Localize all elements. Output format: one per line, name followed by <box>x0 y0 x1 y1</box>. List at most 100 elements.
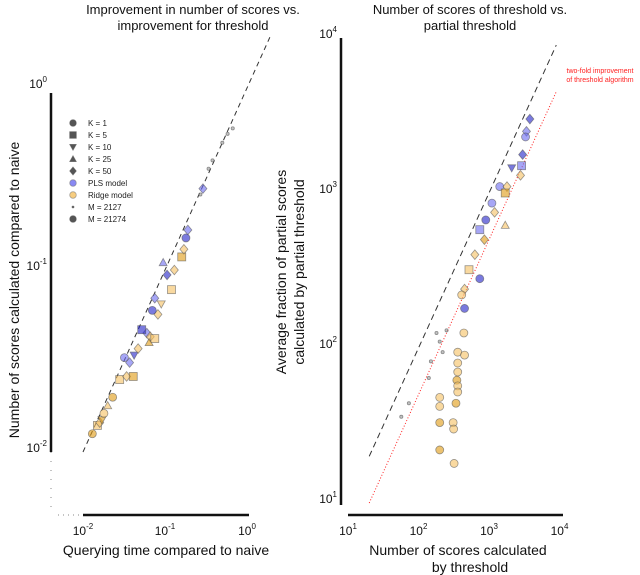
data-point <box>435 445 445 455</box>
tick-base: 10 <box>29 77 43 91</box>
data-point <box>517 161 526 171</box>
x-tick-label: 10-1 <box>155 522 176 538</box>
right-y-axis-label-line-1: Average fraction of partial scores <box>273 170 289 374</box>
data-point <box>147 305 157 315</box>
right-x-axis-label-line-2: by threshold <box>432 559 508 575</box>
tick-exponent: 1 <box>352 522 357 531</box>
data-point <box>137 325 147 335</box>
legend-marker <box>71 205 75 209</box>
data-point <box>169 264 179 276</box>
left-title-line-2: improvement for threshold <box>117 18 268 33</box>
right-x-axis-label-line-1: Number of scores calculated <box>369 542 546 558</box>
tick-base: 10 <box>480 524 494 538</box>
data-point <box>500 220 510 229</box>
identity-dashed-line <box>368 44 557 457</box>
data-point <box>451 398 461 408</box>
data-point <box>206 166 211 171</box>
tick-base: 10 <box>319 337 333 351</box>
twofold-annotation-line-2: of threshold algorithm <box>566 77 633 84</box>
tick-exponent: -2 <box>86 522 94 531</box>
data-point <box>399 414 404 419</box>
data-point <box>133 343 143 355</box>
data-point <box>128 372 138 381</box>
legend-label: PLS model <box>88 179 127 188</box>
data-point <box>459 328 469 338</box>
data-point <box>198 183 208 195</box>
legend-entry: PLS model <box>69 179 127 188</box>
legend-entry: K = 50 <box>69 166 112 176</box>
tick-base: 10 <box>27 441 41 455</box>
data-point <box>449 424 459 434</box>
legend: K = 1 K = 5 K = 10 K = 25 K = 50 PLS model Rid… <box>69 119 133 224</box>
data-point <box>144 337 154 347</box>
tick-base: 10 <box>73 524 87 538</box>
data-point <box>177 252 187 262</box>
data-point <box>470 249 480 261</box>
data-point <box>434 330 439 335</box>
data-point <box>516 169 526 181</box>
legend-marker <box>69 119 77 127</box>
y-tick-label: 100 <box>29 75 47 91</box>
legend-label: M = 21274 <box>88 215 127 224</box>
tick-exponent: -2 <box>40 439 48 448</box>
data-point <box>437 339 442 344</box>
data-point <box>230 126 235 131</box>
legend-label: M = 2127 <box>88 203 122 212</box>
tick-exponent: 2 <box>333 335 338 344</box>
right-y-axis-label-line-2: calculated by partial threshold <box>291 179 307 364</box>
right-title-line-1: Number of scores of threshold vs. <box>373 2 567 17</box>
data-point <box>435 393 445 402</box>
y-tick-label: 103 <box>319 180 337 196</box>
x-tick-label: 101 <box>339 522 357 538</box>
left-title-line-1: Improvement in number of scores vs. <box>86 2 300 17</box>
data-point <box>444 328 449 333</box>
data-point <box>435 401 445 411</box>
data-point <box>428 359 433 364</box>
legend-label: K = 50 <box>88 167 112 176</box>
data-point <box>179 243 189 255</box>
twofold-annotation-line-1: two-fold improvement <box>567 68 634 75</box>
right-title-line-2: partial threshold <box>424 18 517 33</box>
tick-exponent: -1 <box>40 257 48 266</box>
legend-entry: M = 2127 <box>71 203 122 212</box>
data-point <box>125 357 135 368</box>
legend-entry: K = 5 <box>69 131 107 140</box>
data-point <box>108 392 118 402</box>
data-point <box>210 158 215 163</box>
data-point <box>500 188 510 198</box>
legend-label: K = 25 <box>88 155 112 164</box>
data-point <box>490 206 500 218</box>
data-point <box>464 265 474 275</box>
tick-base: 10 <box>155 524 169 538</box>
data-point <box>426 376 431 381</box>
data-point <box>115 375 125 384</box>
data-point <box>225 131 230 136</box>
x-tick-label: 102 <box>410 522 428 538</box>
tick-base: 10 <box>27 259 41 273</box>
legend-entry: M = 21274 <box>69 215 127 224</box>
x-tick-label: 100 <box>238 522 256 538</box>
data-point <box>507 164 517 173</box>
data-point <box>99 408 109 418</box>
tick-base: 10 <box>319 182 333 196</box>
legend-label: K = 10 <box>88 143 112 152</box>
data-point <box>435 418 445 428</box>
legend-marker <box>69 131 77 139</box>
data-point <box>457 290 467 300</box>
tick-exponent: 2 <box>423 522 428 531</box>
data-point <box>162 269 172 281</box>
data-point <box>87 429 97 439</box>
data-point <box>220 140 225 145</box>
x-tick-label: 10-2 <box>73 522 94 538</box>
x-tick-label: 104 <box>551 522 569 538</box>
legend-marker <box>69 215 77 223</box>
tick-exponent: -1 <box>168 522 176 531</box>
data-point <box>487 198 497 208</box>
data-point <box>453 358 463 368</box>
right-chart: Number of scores of threshold vs. partia… <box>273 2 634 575</box>
data-point <box>525 113 535 125</box>
data-point <box>120 353 129 363</box>
legend-marker <box>69 154 77 163</box>
data-point <box>406 401 411 406</box>
data-point <box>198 192 203 197</box>
